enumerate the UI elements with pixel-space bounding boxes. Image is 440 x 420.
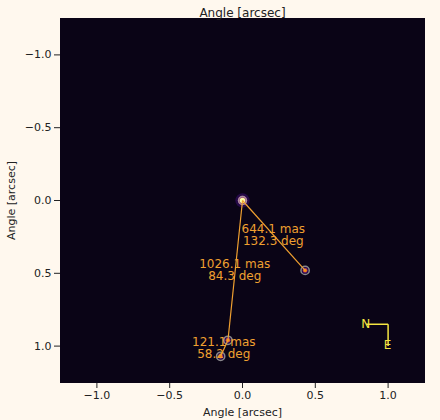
svg-text:Angle [arcsec]: Angle [arcsec] — [199, 6, 285, 20]
svg-text:N: N — [361, 317, 370, 331]
svg-text:Angle [arcsec]: Angle [arcsec] — [5, 161, 18, 240]
svg-text:0.0: 0.0 — [34, 194, 52, 207]
svg-text:Angle [arcsec]: Angle [arcsec] — [203, 406, 282, 419]
svg-text:0.5: 0.5 — [34, 267, 52, 280]
svg-text:−1.0: −1.0 — [25, 48, 52, 61]
svg-text:1.0: 1.0 — [379, 389, 397, 402]
svg-text:0.0: 0.0 — [234, 389, 252, 402]
svg-text:E: E — [384, 338, 392, 352]
svg-text:1.0: 1.0 — [34, 340, 52, 353]
svg-text:644.1 mas132.3 deg: 644.1 mas132.3 deg — [242, 222, 305, 248]
svg-text:121.1 mas58.2 deg: 121.1 mas58.2 deg — [192, 335, 255, 361]
svg-text:−1.0: −1.0 — [84, 389, 111, 402]
svg-text:1026.1 mas84.3 deg: 1026.1 mas84.3 deg — [199, 257, 270, 283]
svg-text:0.5: 0.5 — [307, 389, 325, 402]
svg-text:−0.5: −0.5 — [25, 121, 52, 134]
svg-text:−0.5: −0.5 — [156, 389, 183, 402]
